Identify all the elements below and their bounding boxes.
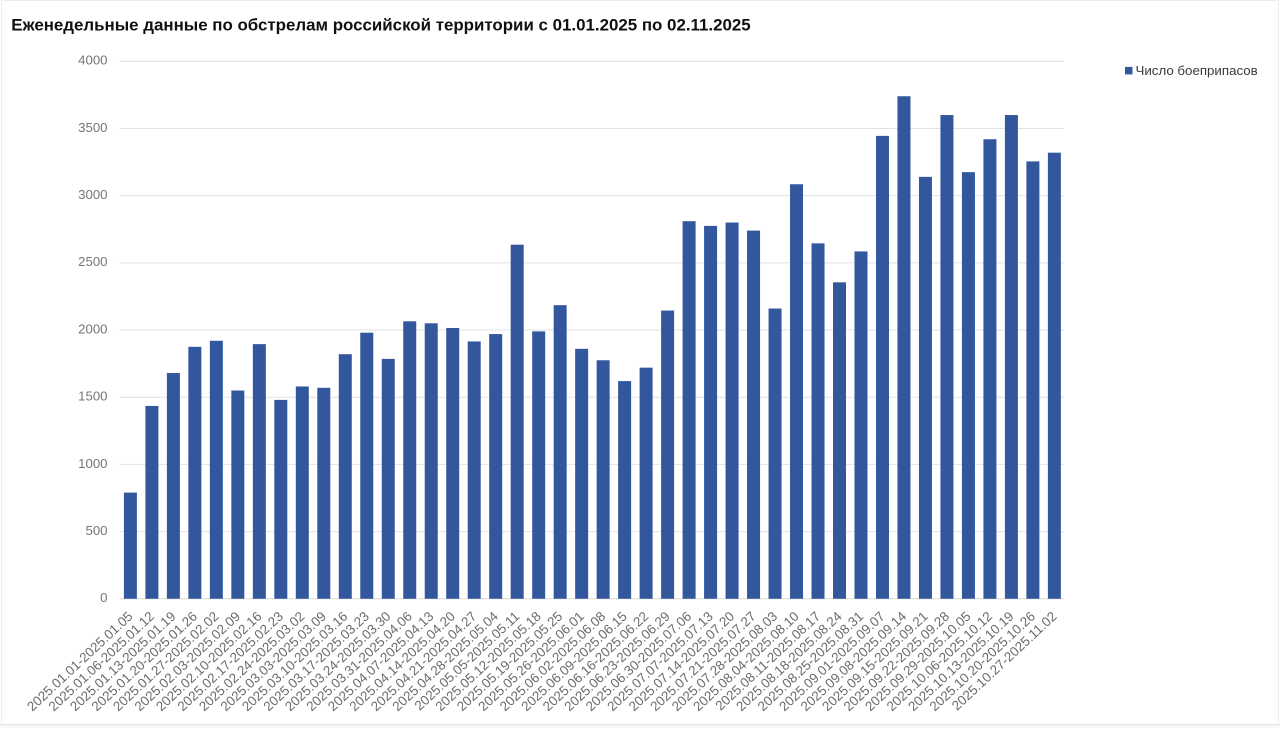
svg-text:4000: 4000 xyxy=(78,53,107,68)
svg-text:1500: 1500 xyxy=(78,389,107,404)
svg-text:3000: 3000 xyxy=(78,187,107,202)
svg-text:Число боеприпасов: Число боеприпасов xyxy=(1136,63,1258,78)
svg-text:1000: 1000 xyxy=(78,456,107,471)
svg-text:0: 0 xyxy=(100,590,107,605)
svg-text:500: 500 xyxy=(85,523,107,538)
svg-text:3500: 3500 xyxy=(78,120,107,135)
svg-text:2000: 2000 xyxy=(78,321,107,336)
svg-text:Еженедельные данные по обстрел: Еженедельные данные по обстрелам российс… xyxy=(11,16,750,35)
svg-text:2500: 2500 xyxy=(78,254,107,269)
